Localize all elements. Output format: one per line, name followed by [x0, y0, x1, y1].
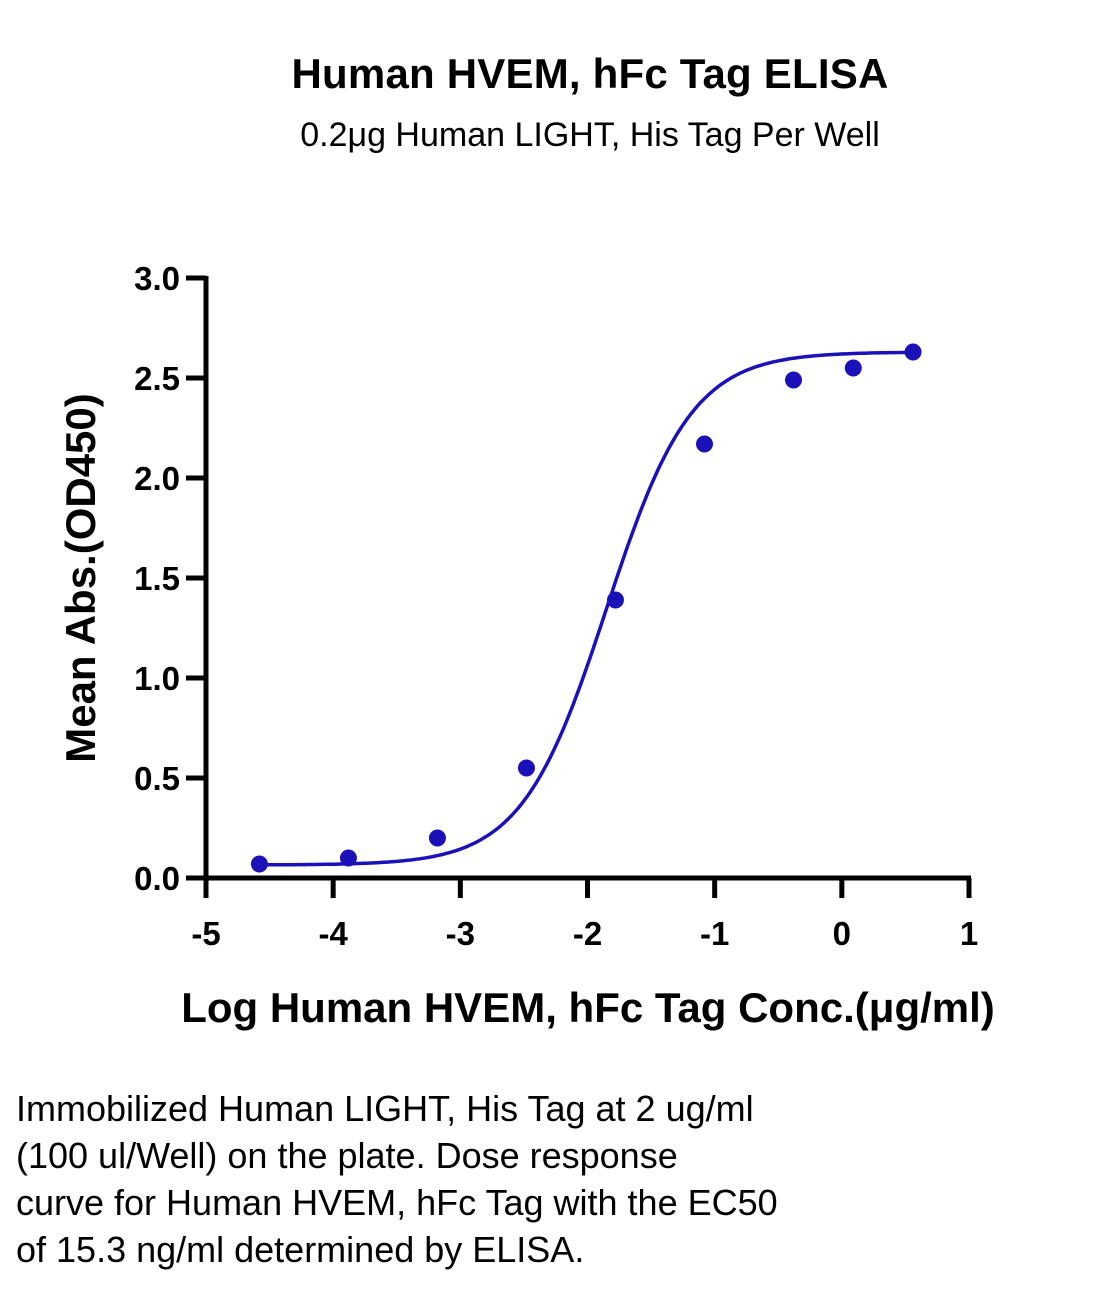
chart-title: Human HVEM, hFc Tag ELISA [291, 50, 889, 97]
data-point [517, 759, 535, 777]
data-point [428, 829, 446, 847]
y-tick-label: 1.0 [134, 660, 180, 697]
x-tick-label: 0 [833, 915, 851, 952]
data-point [785, 371, 803, 389]
x-axis-label: Log Human HVEM, hFc Tag Conc.(μg/ml) [181, 984, 995, 1031]
y-tick-label: 0.5 [134, 760, 180, 797]
fit-curve [259, 350, 913, 867]
y-tick-label: 0.0 [134, 860, 180, 897]
data-point [606, 591, 624, 609]
x-tick-label: -5 [191, 915, 220, 952]
data-point [695, 435, 713, 453]
y-tick-label: 3.0 [134, 260, 180, 297]
data-point [250, 855, 268, 873]
y-axis-label: Mean Abs.(OD450) [57, 393, 104, 763]
x-tick-label: -2 [573, 915, 602, 952]
data-point [904, 343, 922, 361]
y-tick-label: 1.5 [134, 560, 180, 597]
data-points-layer [250, 343, 922, 873]
chart-subtitle: 0.2μg Human LIGHT, His Tag Per Well [300, 116, 880, 154]
x-tick-label: -4 [318, 915, 348, 952]
elisa-chart: 0.0 0.5 1.0 1.5 2.0 2.5 3.0 -5 -4 -3 -2 -1 0 1 Log H… [57, 260, 995, 1031]
x-tick-label: 1 [960, 915, 978, 952]
y-axis-ticks: 0.0 0.5 1.0 1.5 2.0 2.5 3.0 [134, 260, 206, 897]
figure-caption: Immobilized Human LIGHT, His Tag at 2 ug… [16, 1088, 778, 1270]
x-axis-ticks: -5 -4 -3 -2 -1 0 1 [191, 878, 978, 952]
y-tick-label: 2.5 [134, 360, 180, 397]
data-point [339, 849, 357, 867]
x-tick-label: -3 [446, 915, 475, 952]
data-point [844, 359, 862, 377]
x-tick-label: -1 [700, 915, 729, 952]
y-tick-label: 2.0 [134, 460, 180, 497]
fit-curve-layer [259, 350, 913, 867]
